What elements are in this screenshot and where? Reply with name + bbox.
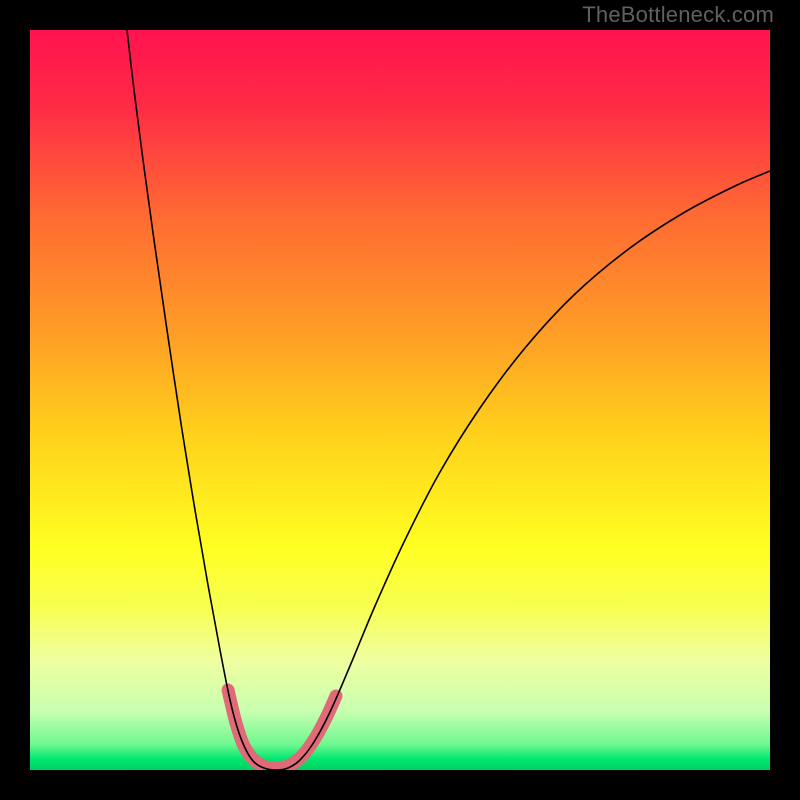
plot-svg [30,30,770,770]
trough-highlight [228,690,336,768]
gradient-background [30,30,770,770]
bottleneck-curve [127,30,770,770]
plot-area [30,30,770,770]
watermark-text: TheBottleneck.com [582,2,774,28]
